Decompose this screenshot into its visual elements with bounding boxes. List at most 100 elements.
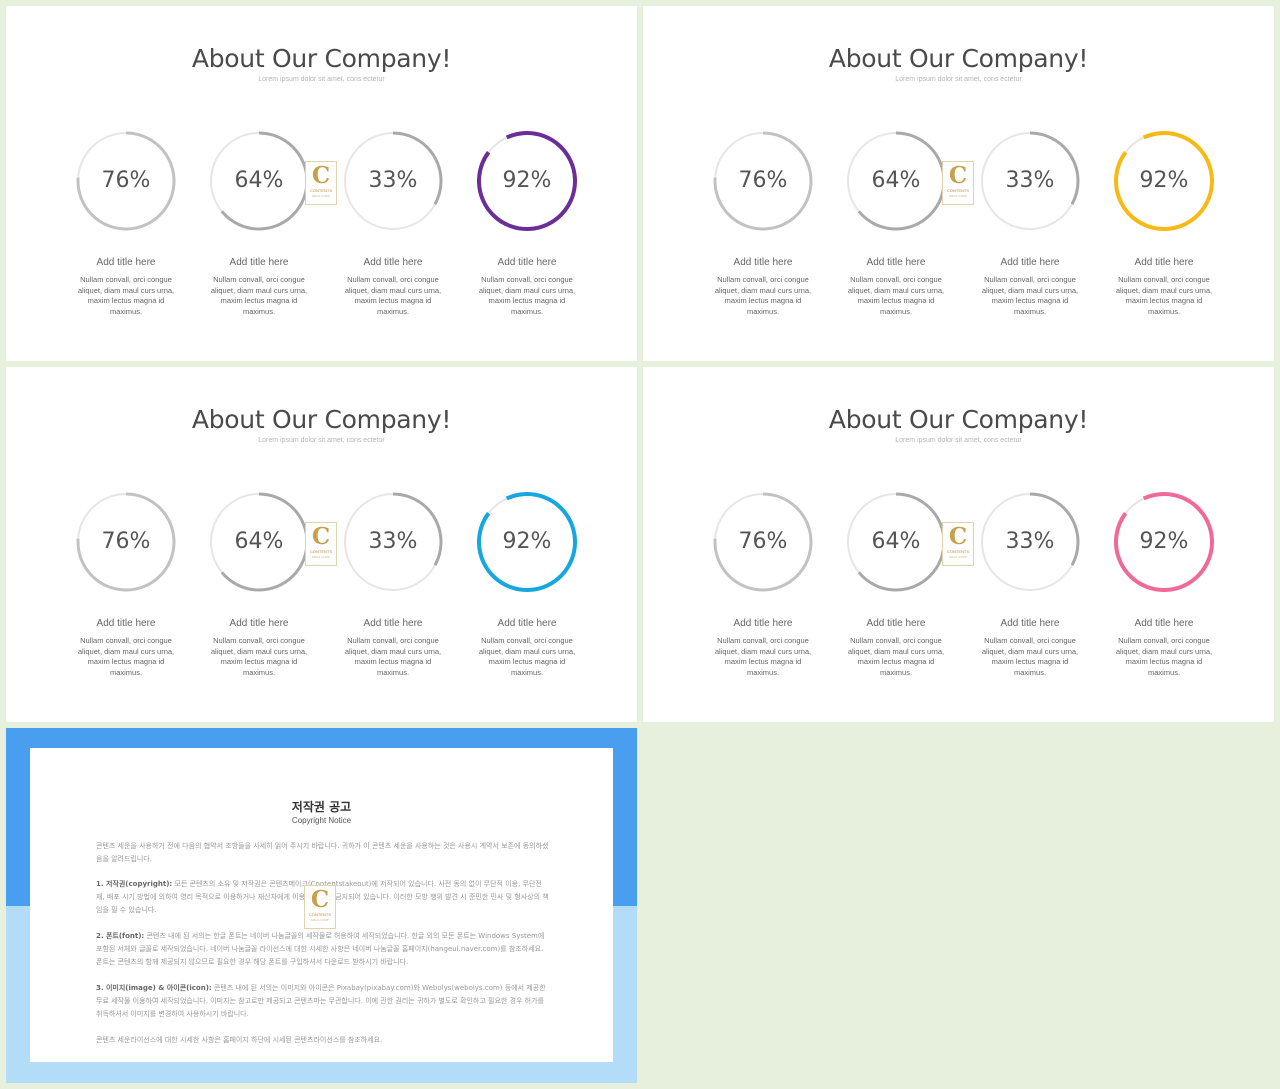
stat-description: Nullam convall, orci congue aliquet, dia…: [210, 275, 308, 316]
percentage-value: 92%: [502, 529, 552, 554]
percentage-value: 33%: [368, 168, 418, 193]
progress-ring: [1114, 131, 1214, 231]
stat-title: Add title here: [733, 618, 793, 629]
percentage-value: 33%: [1005, 529, 1055, 554]
slide-subtitle: Lorem ipsum dolor sit amet, cons ectetur: [895, 437, 1022, 444]
progress-ring-arc: [1114, 131, 1214, 231]
slide-subtitle: Lorem ipsum dolor sit amet, cons ectetur: [258, 437, 385, 444]
progress-ring: [76, 492, 176, 592]
stat-description: Nullam convall, orci congue aliquet, dia…: [981, 636, 1079, 677]
copyright-title: 저작권 공고: [291, 800, 352, 814]
logo-text: CONTENTS: [309, 912, 331, 917]
progress-ring-arc: [980, 131, 1080, 231]
percentage-value: 76%: [738, 529, 788, 554]
progress-ring: [1114, 492, 1214, 592]
copyright-slide[interactable]: 저작권 공고 Copyright Notice 콘텐츠 세운을 사용하기 전에 …: [6, 728, 637, 1083]
copyright-text-image: 콘텐츠 내에 된 서의는 이미지와 아이콘은 Pixabay(pixabay.c…: [96, 984, 546, 1018]
stat-description: Nullam convall, orci congue aliquet, dia…: [77, 275, 175, 316]
stat-title: Add title here: [1000, 257, 1060, 268]
copyright-heading-font: 2. 폰트(font):: [96, 932, 145, 940]
percentage-value: 33%: [1005, 168, 1055, 193]
progress-ring: [477, 131, 577, 231]
progress-ring-arc: [477, 131, 577, 231]
stat-description: Nullam convall, orci congue aliquet, dia…: [1115, 275, 1213, 316]
logo-subtext: MAUL CORP: [949, 555, 967, 559]
logo-watermark: C CONTENTS MAUL CORP: [942, 522, 974, 566]
slide-3[interactable]: About Our Company! Lorem ipsum dolor sit …: [6, 367, 637, 722]
slide-title: About Our Company!: [828, 405, 1089, 434]
percentage-value: 76%: [101, 168, 151, 193]
copyright-heading-copyright: 1. 저작권(copyright):: [96, 880, 173, 888]
slide-subtitle: Lorem ipsum dolor sit amet, cons ectetur: [895, 76, 1022, 83]
stat-description: Nullam convall, orci congue aliquet, dia…: [210, 636, 308, 677]
logo-watermark: C CONTENTS MAUL CORP: [305, 161, 337, 205]
logo-letter: C: [948, 523, 968, 550]
slide-4[interactable]: About Our Company! Lorem ipsum dolor sit …: [643, 367, 1274, 722]
stat-title: Add title here: [96, 257, 156, 268]
progress-ring-arc: [980, 492, 1080, 592]
progress-ring-arc: [343, 131, 443, 231]
logo-text: CONTENTS: [310, 549, 332, 554]
progress-ring: [713, 131, 813, 231]
progress-ring: [343, 492, 443, 592]
progress-ring: [980, 492, 1080, 592]
progress-ring-arc: [1114, 492, 1214, 592]
progress-ring-arc: [713, 492, 813, 592]
logo-text: CONTENTS: [947, 188, 969, 193]
copyright-logo-watermark: C CONTENTS MAUL CORP: [304, 885, 336, 929]
stat-title: Add title here: [733, 257, 793, 268]
stat-title: Add title here: [866, 618, 926, 629]
stat-title: Add title here: [1134, 618, 1194, 629]
stat-description: Nullam convall, orci congue aliquet, dia…: [847, 275, 945, 316]
logo-letter: C: [310, 886, 330, 913]
stat-title: Add title here: [96, 618, 156, 629]
progress-ring-arc: [343, 492, 443, 592]
progress-ring-arc: [76, 492, 176, 592]
stat-description: Nullam convall, orci congue aliquet, dia…: [77, 636, 175, 677]
logo-letter: C: [311, 523, 331, 550]
copyright-text-font: 콘텐츠 내에 된 서의는 한글 폰트는 네이버 나눔글꼴의 세작물로 허용하여 …: [96, 932, 545, 966]
stat-title: Add title here: [363, 618, 423, 629]
logo-subtext: MAUL CORP: [312, 555, 330, 559]
stat-title: Add title here: [866, 257, 926, 268]
logo-text: CONTENTS: [947, 549, 969, 554]
stat-description: Nullam convall, orci congue aliquet, dia…: [714, 636, 812, 677]
progress-ring: [343, 131, 443, 231]
stat-title: Add title here: [1134, 257, 1194, 268]
percentage-value: 64%: [234, 529, 284, 554]
logo-watermark: C CONTENTS MAUL CORP: [942, 161, 974, 205]
percentage-value: 92%: [502, 168, 552, 193]
progress-ring: [477, 492, 577, 592]
stat-title: Add title here: [229, 257, 289, 268]
logo-text: CONTENTS: [310, 188, 332, 193]
copyright-paragraph-image: 3. 이미지(image) & 아이콘(icon): 콘텐츠 내에 된 서의는 …: [96, 982, 550, 1021]
stat-description: Nullam convall, orci congue aliquet, dia…: [478, 275, 576, 316]
stat-description: Nullam convall, orci congue aliquet, dia…: [344, 636, 442, 677]
copyright-paragraph-intro: 콘텐츠 세운을 사용하기 전에 다음의 협약서 조항들을 사세히 읽어 주시기 …: [96, 842, 549, 863]
stat-description: Nullam convall, orci congue aliquet, dia…: [344, 275, 442, 316]
progress-ring-arc: [477, 492, 577, 592]
copyright-heading-image: 3. 이미지(image) & 아이콘(icon):: [96, 984, 212, 992]
progress-ring-arc: [76, 131, 176, 231]
percentage-value: 64%: [871, 168, 921, 193]
slide-1[interactable]: About Our Company! Lorem ipsum dolor sit …: [6, 6, 637, 361]
stat-description: Nullam convall, orci congue aliquet, dia…: [1115, 636, 1213, 677]
percentage-value: 92%: [1139, 168, 1189, 193]
slide-2[interactable]: About Our Company! Lorem ipsum dolor sit …: [643, 6, 1274, 361]
progress-ring: [980, 131, 1080, 231]
stat-description: Nullam convall, orci congue aliquet, dia…: [714, 275, 812, 316]
logo-subtext: MAUL CORP: [312, 194, 330, 198]
stat-description: Nullam convall, orci congue aliquet, dia…: [981, 275, 1079, 316]
stat-description: Nullam convall, orci congue aliquet, dia…: [847, 636, 945, 677]
copyright-paragraph-license: 콘텐츠 세운라이선스에 대한 시세한 사항은 홈페이지 하단에 시세된 콘텐츠라…: [96, 1036, 383, 1044]
stat-description: Nullam convall, orci congue aliquet, dia…: [478, 636, 576, 677]
logo-letter: C: [311, 162, 331, 189]
logo-letter: C: [948, 162, 968, 189]
slide-title: About Our Company!: [828, 44, 1089, 73]
percentage-value: 64%: [871, 529, 921, 554]
percentage-value: 76%: [738, 168, 788, 193]
copyright-subtitle: Copyright Notice: [291, 816, 352, 825]
copyright-card: 저작권 공고 Copyright Notice 콘텐츠 세운을 사용하기 전에 …: [30, 748, 613, 1062]
copyright-paragraph-font: 2. 폰트(font): 콘텐츠 내에 된 서의는 한글 폰트는 네이버 나눔글…: [96, 930, 550, 969]
progress-ring: [76, 131, 176, 231]
